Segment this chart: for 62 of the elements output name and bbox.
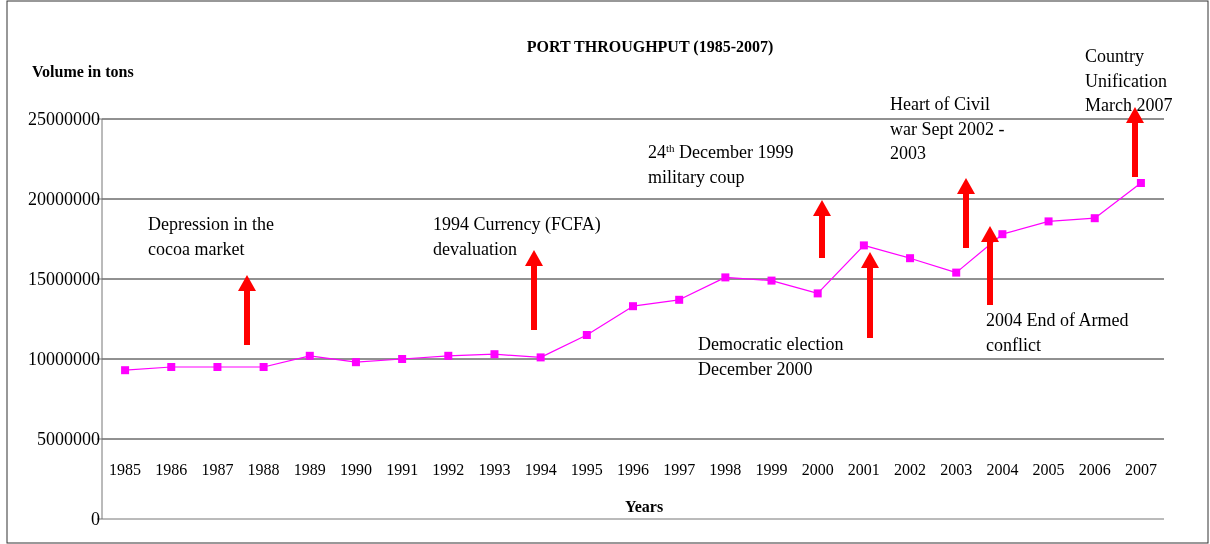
x-tick-label: 1992 <box>432 461 465 478</box>
x-tick-label: 2002 <box>894 461 927 478</box>
chart-title: PORT THROUGHPUT (1985-2007) <box>526 38 774 56</box>
y-axis-title: Volume in tons <box>32 63 134 80</box>
point <box>121 366 130 375</box>
y-tick-label: 0 <box>91 509 100 529</box>
point <box>582 331 591 339</box>
annotation: Heart of Civil war Sept 2002 - 2003 <box>890 94 1005 163</box>
x-tick-label: 1996 <box>617 461 649 478</box>
x-tick-label: 2001 <box>847 461 880 478</box>
point <box>721 273 730 282</box>
x-axis-title: Years <box>624 498 664 515</box>
y-tick-label: 15000000 <box>28 269 100 289</box>
point <box>952 268 961 277</box>
y-tick-label: 20000000 <box>28 189 100 209</box>
point <box>859 241 868 250</box>
point <box>813 289 822 298</box>
x-tick-label: 2006 <box>1078 461 1111 478</box>
x-tick-label: 1999 <box>755 461 788 478</box>
x-tick-label: 2005 <box>1032 461 1065 478</box>
point <box>629 302 637 311</box>
point <box>536 353 545 362</box>
annotation: 2004 End of Armed conflict <box>986 310 1129 355</box>
annotation: Democratic election December 2000 <box>698 334 844 379</box>
x-tick-label: 2004 <box>986 461 1019 478</box>
x-tick-label: 1987 <box>201 461 234 478</box>
point <box>1044 217 1053 226</box>
x-tick-label: 1995 <box>570 461 603 478</box>
x-tick-label: 1991 <box>386 461 419 478</box>
x-tick-label: 2000 <box>801 461 834 478</box>
point <box>675 295 684 304</box>
annotation: 24$^{th}$ December 1999 military coup <box>648 142 794 187</box>
y-tick-label: 10000000 <box>28 349 100 369</box>
x-tick-label: 1986 <box>155 461 188 478</box>
point <box>998 230 1007 239</box>
point <box>167 363 176 371</box>
annotation: 1994 Currency (FCFA) devaluation <box>433 214 601 259</box>
x-tick-label: 2007 <box>1124 461 1157 478</box>
y-tick-label: 5000000 <box>37 429 100 449</box>
point <box>444 351 453 360</box>
x-tick-label: 2003 <box>940 461 973 478</box>
y-tick-label: 25000000 <box>28 109 100 129</box>
point <box>767 276 776 285</box>
point <box>213 363 222 371</box>
point <box>490 350 499 359</box>
x-tick-label: 1994 <box>524 461 557 478</box>
point <box>398 355 407 363</box>
annotation: Depression in the cocoa market <box>148 214 274 259</box>
point <box>1090 214 1099 223</box>
text: Country Unification March 2007 <box>1085 46 1173 115</box>
point <box>305 351 314 360</box>
x-tick-label: 1985 <box>109 461 142 478</box>
x-tick-label: 1988 <box>247 461 280 478</box>
x-tick-label: 1997 <box>663 461 696 478</box>
point <box>906 254 915 263</box>
point <box>1136 179 1145 187</box>
point <box>351 358 360 367</box>
x-tick-label: 1998 <box>709 461 742 478</box>
point <box>259 363 268 371</box>
x-tick-label: 1993 <box>478 461 511 478</box>
x-tick-label: 1989 <box>293 461 326 478</box>
x-tick-label: 1990 <box>339 461 372 478</box>
